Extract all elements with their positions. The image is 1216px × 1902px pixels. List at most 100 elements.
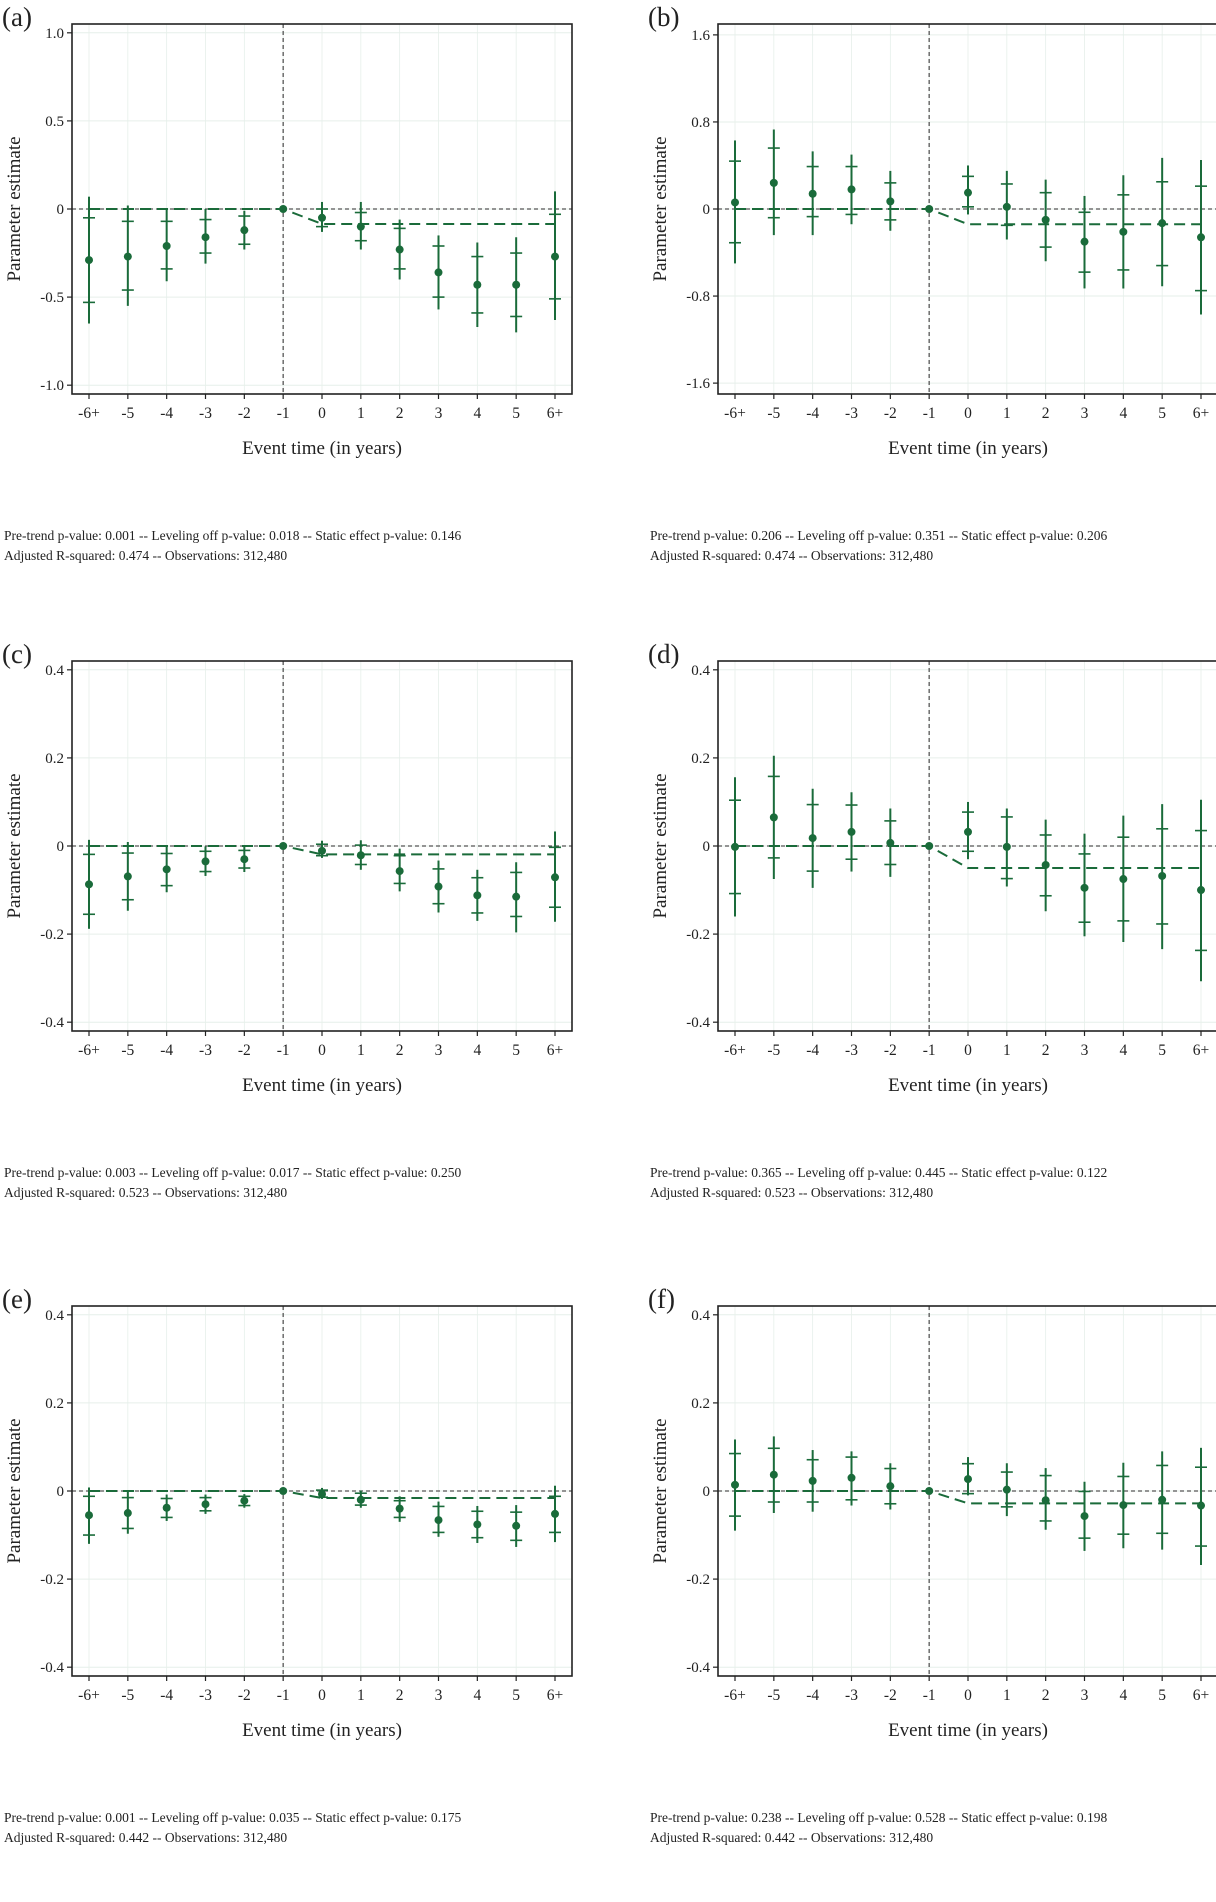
- x-tick-label: 2: [396, 1687, 404, 1704]
- x-tick-label: -3: [199, 1042, 212, 1059]
- x-tick-label: 2: [396, 1042, 404, 1059]
- footnote-line: Pre-trend p-value: 0.238 -- Leveling off…: [650, 1810, 1108, 1825]
- y-tick-label: 0: [703, 839, 711, 855]
- estimate-point: [240, 226, 249, 235]
- estimate-point: [731, 1480, 739, 1489]
- y-tick-label: 0: [57, 1484, 65, 1500]
- x-tick-label: 4: [1119, 1042, 1127, 1059]
- y-tick-label: -0.5: [40, 290, 64, 306]
- x-tick-label: -1: [923, 405, 936, 422]
- y-tick-label: 0.4: [45, 663, 64, 679]
- footnote-line: Pre-trend p-value: 0.001 -- Leveling off…: [4, 1810, 462, 1825]
- estimate-point: [201, 857, 210, 866]
- footnote-line: Pre-trend p-value: 0.365 -- Leveling off…: [650, 1165, 1108, 1180]
- estimate-point: [85, 880, 93, 889]
- x-tick-label: 6+: [547, 405, 564, 422]
- y-axis-title: Parameter estimate: [4, 136, 25, 281]
- x-tick-label: -5: [121, 405, 134, 422]
- x-tick-label: 6+: [1193, 405, 1210, 422]
- estimate-point: [1002, 1485, 1011, 1494]
- estimate-point: [162, 242, 171, 250]
- x-tick-label: 3: [435, 405, 443, 422]
- estimate-point: [123, 872, 132, 881]
- y-tick-label: 0.8: [691, 115, 710, 131]
- estimate-point: [123, 252, 132, 261]
- estimate-point: [395, 245, 404, 254]
- estimate-point: [279, 842, 288, 850]
- estimate-point: [925, 1487, 934, 1495]
- x-tick-label: -1: [277, 1042, 290, 1059]
- footnote-line: Adjusted R-squared: 0.523 -- Observation…: [650, 1185, 934, 1200]
- x-tick-label: 6+: [547, 1042, 564, 1059]
- estimate-point: [85, 1511, 93, 1520]
- static-effect-line: [89, 845, 555, 856]
- x-tick-label: -4: [806, 1042, 819, 1059]
- x-tick-label: 5: [512, 405, 520, 422]
- x-tick-label: 4: [1119, 1687, 1127, 1704]
- estimate-point: [769, 813, 778, 822]
- x-tick-label: -1: [277, 405, 290, 422]
- estimate-point: [1158, 871, 1167, 880]
- estimate-point: [1119, 1501, 1128, 1510]
- x-tick-label: -4: [160, 1042, 173, 1059]
- estimate-point: [512, 892, 521, 901]
- y-axis-title: Parameter estimate: [650, 773, 671, 918]
- estimate-point: [1041, 860, 1050, 869]
- chart-panel: (e) -0.4 -0.2 0 0.2 0.4 -6+ -5 -4 -3 -2 -1 0 1 2 3 4 5 6+ E…: [0, 1282, 608, 1902]
- footnote-line: Pre-trend p-value: 0.001 -- Leveling off…: [4, 528, 462, 543]
- x-tick-label: 1: [357, 1687, 365, 1704]
- x-tick-label: 2: [1042, 1042, 1050, 1059]
- estimate-point: [240, 1496, 249, 1505]
- footnote-line: Adjusted R-squared: 0.474 -- Observation…: [650, 548, 934, 563]
- x-tick-label: -6+: [724, 405, 746, 422]
- estimate-point: [395, 867, 404, 876]
- x-tick-label: -5: [767, 405, 780, 422]
- x-tick-label: -3: [845, 1042, 858, 1059]
- estimate-point: [512, 1521, 521, 1530]
- estimate-point: [318, 846, 326, 855]
- x-tick-label: -4: [806, 1687, 819, 1704]
- estimate-point: [551, 252, 559, 261]
- x-axis-title: Event time (in years): [242, 438, 402, 459]
- estimate-point: [434, 882, 443, 891]
- estimate-point: [808, 1476, 817, 1485]
- y-tick-label: 0.2: [691, 751, 710, 767]
- x-tick-label: -4: [160, 405, 173, 422]
- chart-panel: (f) -0.4 -0.2 0 0.2 0.4 -6+ -5 -4 -3 -2 -1 0 1 2 3 4 5 6+ E…: [646, 1282, 1216, 1902]
- x-tick-label: -2: [238, 405, 251, 422]
- estimate-point: [551, 873, 559, 882]
- x-tick-label: 4: [473, 1687, 481, 1704]
- chart-plot: -0.4 -0.2 0 0.2 0.4 -6+ -5 -4 -3 -2 -1 0 1 2 3 4 5 6+ Even…: [650, 660, 1216, 1096]
- x-tick-label: 1: [1003, 1687, 1011, 1704]
- estimate-point: [1002, 842, 1011, 851]
- chart-plot: -1.0 -0.5 0 0.5 1.0 -6+ -5 -4 -3 -2 -1 0 1 2 3 4 5 6+ Even…: [4, 23, 573, 459]
- x-tick-label: 0: [318, 1042, 326, 1059]
- estimate-point: [162, 865, 171, 874]
- x-tick-label: 1: [1003, 405, 1011, 422]
- x-tick-label: -4: [806, 405, 819, 422]
- x-tick-label: 0: [318, 1687, 326, 1704]
- estimate-point: [769, 1470, 778, 1479]
- x-tick-label: 5: [1158, 405, 1166, 422]
- y-tick-label: -0.4: [40, 1015, 64, 1031]
- x-tick-label: -1: [923, 1687, 936, 1704]
- x-tick-label: 2: [1042, 1687, 1050, 1704]
- y-tick-label: -0.2: [40, 927, 64, 943]
- estimate-point: [356, 1495, 365, 1504]
- estimate-point: [769, 178, 778, 187]
- chart-footnote: Pre-trend p-value: 0.001 -- Leveling off…: [4, 526, 461, 566]
- y-tick-label: 0.2: [45, 1396, 64, 1412]
- chart-footnote: Pre-trend p-value: 0.001 -- Leveling off…: [4, 1808, 461, 1848]
- estimate-point: [1119, 875, 1128, 884]
- y-axis-title: Parameter estimate: [4, 1418, 25, 1563]
- estimate-point: [1158, 219, 1167, 228]
- x-tick-label: 0: [318, 405, 326, 422]
- x-tick-label: 5: [1158, 1687, 1166, 1704]
- x-tick-label: 6+: [1193, 1687, 1210, 1704]
- x-tick-label: 1: [357, 1042, 365, 1059]
- panel-letter: (e): [2, 1284, 32, 1314]
- x-tick-label: -1: [277, 1687, 290, 1704]
- x-tick-label: 5: [512, 1687, 520, 1704]
- footnote-line: Pre-trend p-value: 0.003 -- Leveling off…: [4, 1165, 462, 1180]
- x-tick-label: 0: [964, 405, 972, 422]
